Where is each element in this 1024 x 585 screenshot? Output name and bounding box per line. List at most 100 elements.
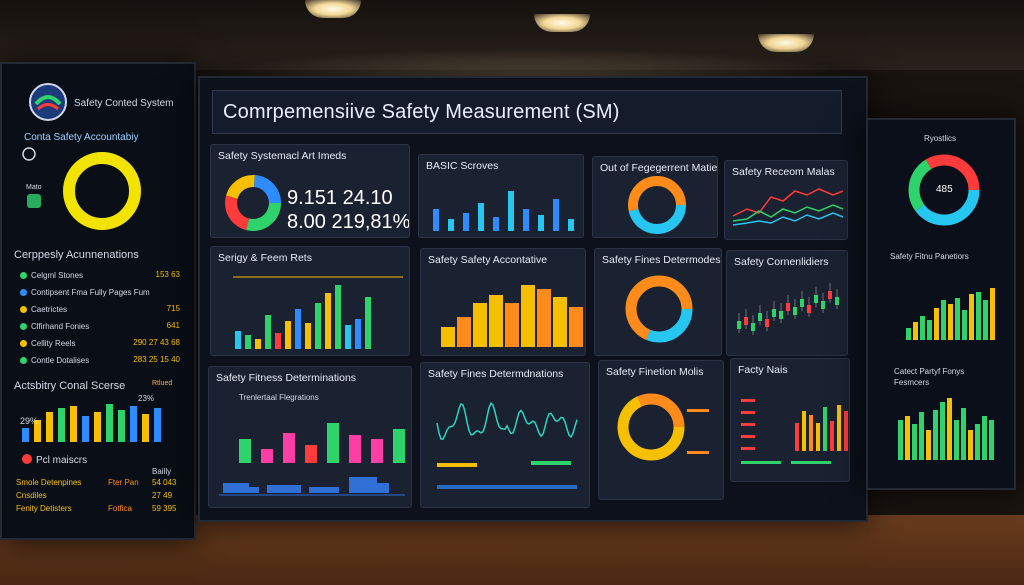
panel-safety-accontative[interactable]: Safety Safety Accontative bbox=[420, 248, 586, 356]
bar bbox=[934, 308, 939, 340]
left-screen: Safety Conted System Conta Safety Accoun… bbox=[0, 62, 196, 540]
bar bbox=[305, 445, 317, 463]
bar bbox=[982, 416, 987, 460]
right-section-1: Safety Fitnu Panetiors bbox=[890, 252, 969, 261]
list-item[interactable]: Celgml Stones bbox=[20, 270, 83, 280]
bar bbox=[962, 310, 967, 340]
list-item-label: Contipsent Fma Fully Pages Fum bbox=[31, 288, 150, 297]
list-item-value: 641 bbox=[166, 321, 180, 330]
panel-title: Safety Fitness Determinations bbox=[216, 372, 357, 384]
panel-fines-determdnations[interactable]: Safety Fines Determdnations bbox=[420, 362, 590, 508]
status-dot-icon bbox=[20, 289, 27, 297]
panel-title: Safety Receom Malas bbox=[732, 166, 835, 178]
ceiling-light bbox=[534, 14, 590, 32]
bar bbox=[345, 325, 351, 349]
panel-cornenlidiers[interactable]: Safety Cornenlidiers bbox=[726, 250, 848, 356]
right-section-2: Catect Partyf Fonys Fesmcers bbox=[894, 367, 965, 387]
panel-facty-nais[interactable]: Facty Nais bbox=[730, 358, 850, 482]
bottom-item-value: Fotfica bbox=[108, 504, 133, 513]
panel-finetion-molis[interactable]: Safety Finetion Molis bbox=[598, 360, 724, 500]
bottom-item-value: Fter Pan bbox=[108, 478, 139, 487]
bottom-item-label: Smole Detenpines bbox=[16, 478, 82, 487]
candlestick-chart bbox=[737, 283, 839, 335]
status-dot-icon bbox=[20, 306, 27, 314]
bar bbox=[969, 294, 974, 340]
bar bbox=[371, 439, 383, 463]
panel-title: Serigy & Feem Rets bbox=[218, 252, 312, 264]
bar bbox=[927, 320, 932, 340]
bar bbox=[809, 415, 813, 451]
bar bbox=[553, 199, 559, 231]
panel-fines-determodes[interactable]: Safety Fines Determodes bbox=[594, 248, 722, 356]
bar bbox=[275, 333, 281, 349]
list-item[interactable]: Cellity Reels bbox=[20, 338, 75, 348]
donut-chart bbox=[617, 393, 709, 461]
bar bbox=[954, 420, 959, 460]
list-item[interactable]: Clfirhand Fonies bbox=[20, 321, 89, 331]
bar bbox=[335, 285, 341, 349]
panel-basic-scores[interactable]: BASIC Scroves bbox=[418, 154, 584, 238]
bar bbox=[975, 424, 980, 460]
bar bbox=[489, 295, 503, 347]
bar bbox=[912, 424, 917, 460]
facty-nais-chart bbox=[741, 399, 848, 464]
candle bbox=[744, 317, 748, 325]
bar bbox=[968, 430, 973, 460]
bar bbox=[441, 327, 455, 347]
panel-systematic[interactable]: Safety Systemacl Art Imeds 9.151 24.10 8… bbox=[210, 144, 410, 238]
list-item-value: 715 bbox=[166, 304, 180, 313]
bar bbox=[393, 429, 405, 463]
status-dot-icon bbox=[20, 272, 27, 280]
list-item-label: Caetrictes bbox=[31, 305, 68, 314]
bar bbox=[920, 316, 925, 340]
panel-subtitle: Trenlertaal Flegrations bbox=[239, 393, 319, 402]
candle bbox=[786, 303, 790, 311]
gauge-value: 485 bbox=[936, 184, 953, 195]
bottom-item-label: Cnsdiles bbox=[16, 491, 47, 500]
bar bbox=[569, 307, 583, 347]
bar bbox=[844, 411, 848, 451]
bar bbox=[913, 322, 918, 340]
main-screen: Comrpemensiive Safety Measurement (SM) S… bbox=[198, 76, 868, 522]
bottom-item-value-2: 54 043 bbox=[152, 478, 177, 487]
bar bbox=[941, 300, 946, 340]
panel-receom-malas[interactable]: Safety Receom Malas bbox=[724, 160, 848, 240]
bar bbox=[955, 298, 960, 340]
list-item[interactable]: Caetrictes bbox=[20, 304, 67, 314]
list-item[interactable]: Contipsent Fma Fully Pages Fum bbox=[20, 287, 150, 297]
bar bbox=[283, 433, 295, 463]
panel-title: Facty Nais bbox=[738, 364, 788, 376]
panel-title: Safety Finetion Molis bbox=[606, 366, 704, 378]
bar bbox=[118, 410, 125, 442]
candle bbox=[807, 305, 811, 313]
bar bbox=[816, 423, 820, 451]
panel-title: Safety Cornenlidiers bbox=[734, 256, 829, 268]
bar bbox=[983, 300, 988, 340]
candle bbox=[772, 309, 776, 317]
list-item-value: 290 27 43 68 bbox=[133, 338, 180, 347]
bar bbox=[906, 328, 911, 340]
bar bbox=[154, 408, 161, 442]
list-item[interactable]: Contle Dotalises bbox=[20, 355, 89, 365]
title-bar: Comrpemensiive Safety Measurement (SM) bbox=[212, 90, 842, 134]
bar bbox=[905, 416, 910, 460]
panel-out-of-engagement[interactable]: Out of Fegegerrent Matie bbox=[592, 156, 718, 238]
list-item-label: Contle Dotalises bbox=[31, 356, 90, 365]
panel-fitness-determinations[interactable]: Safety Fitness Determinations Trenlertaa… bbox=[208, 366, 412, 508]
system-title: Safety Conted System bbox=[74, 98, 174, 109]
status-dot-icon bbox=[20, 340, 27, 348]
bar bbox=[448, 219, 454, 231]
bar bbox=[295, 309, 301, 349]
bar bbox=[521, 285, 535, 347]
panel-feem-rets[interactable]: Serigy & Feem Rets bbox=[210, 246, 410, 356]
fitness-chart bbox=[219, 423, 405, 496]
bar bbox=[795, 423, 799, 451]
bar bbox=[365, 297, 371, 349]
bottom-column-header: Bailly bbox=[152, 467, 172, 476]
bar bbox=[926, 430, 931, 460]
bar bbox=[70, 406, 77, 442]
bar bbox=[961, 408, 966, 460]
score-percent-2: 23% bbox=[138, 394, 155, 403]
candle bbox=[814, 295, 818, 303]
panel-title: Safety Safety Accontative bbox=[428, 254, 548, 266]
